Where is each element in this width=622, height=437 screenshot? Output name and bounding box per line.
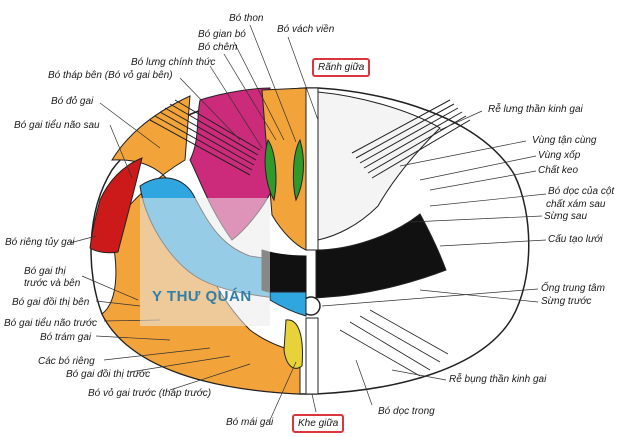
label-chat-keo: Chất keo <box>538 165 579 176</box>
label-re-bung: Rễ bụng thần kinh gai <box>449 374 547 385</box>
label-bo-gai-thi-2: trước và bên <box>24 278 81 289</box>
label-bo-rieng-tuy-gai: Bó riêng tủy gai <box>5 237 75 248</box>
dorsal-root-left <box>149 99 261 176</box>
anterior-fissure <box>305 317 319 395</box>
ventral-root <box>339 309 449 377</box>
label-cau-tao-luoi: Cấu tạo lưới <box>548 234 603 245</box>
label-bo-thap-ben: Bó tháp bên (Bó vỏ gai bên) <box>48 70 173 81</box>
yellow-region <box>283 319 303 369</box>
leader-lines <box>69 24 547 421</box>
label-bo-gai-tieu-nao-truoc: Bó gai tiểu não trước <box>4 318 97 329</box>
label-bo-tram-gai: Bó trám gai <box>40 332 92 343</box>
label-sung-truoc: Sừng trước <box>541 296 592 307</box>
label-re-lung: Rễ lưng thần kinh gai <box>488 104 583 115</box>
anterior-median-fissure-label: Khe giữa <box>292 414 345 433</box>
label-bo-gai-doi-thi-truoc: Bó gai đồi thị trước <box>66 369 151 380</box>
label-bo-thon: Bó thon <box>229 13 264 24</box>
label-ong-trung-tam: Ống trung tâm <box>541 283 605 294</box>
label-bo-lung-chinh-thuc: Bó lưng chính thức <box>131 57 216 68</box>
label-bo-do-gai: Bó đỏ gai <box>51 96 94 107</box>
blue-commissure <box>269 291 307 317</box>
green-right <box>292 138 304 202</box>
label-bo-gai-thi-1: Bó gai thị <box>24 266 66 277</box>
label-bo-gai-tieu-nao-sau: Bó gai tiểu não sau <box>14 120 100 131</box>
label-vung-tan-cung: Vùng tận cùng <box>532 135 597 146</box>
red-region <box>89 157 143 254</box>
watermark-text: Y THƯ QUÁN <box>152 288 252 305</box>
label-bo-mai-gai: Bó mái gai <box>226 417 274 428</box>
green-left <box>264 138 277 202</box>
label-bo-gian-bo: Bó gian bó <box>198 29 246 40</box>
watermark-box <box>140 198 270 326</box>
label-bo-chem: Bó chêm <box>198 42 238 53</box>
label-chat-xam-sau: chất xám sau <box>546 199 606 210</box>
posterior-median-sulcus-label: Rãnh giữa <box>312 58 371 77</box>
label-bo-doc-cot: Bó dọc của cột <box>548 186 615 197</box>
label-sung-sau: Sừng sau <box>544 211 588 222</box>
label-bo-doc-trong: Bó dọc trong <box>378 406 435 417</box>
dorsal-root-right <box>351 99 471 179</box>
grey-matter-right <box>315 213 447 299</box>
label-bo-gai-doi-thi-ben: Bó gai đồi thị bên <box>12 297 90 308</box>
label-cac-bo-rieng: Các bó riêng <box>38 356 95 367</box>
label-vung-xop: Vùng xốp <box>538 150 581 161</box>
posterior-median <box>305 87 319 251</box>
label-bo-vo-gai-truoc: Bó vỏ gai trước (tháp trước) <box>88 388 212 399</box>
label-bo-vach-vien: Bó vách viền <box>277 24 335 35</box>
